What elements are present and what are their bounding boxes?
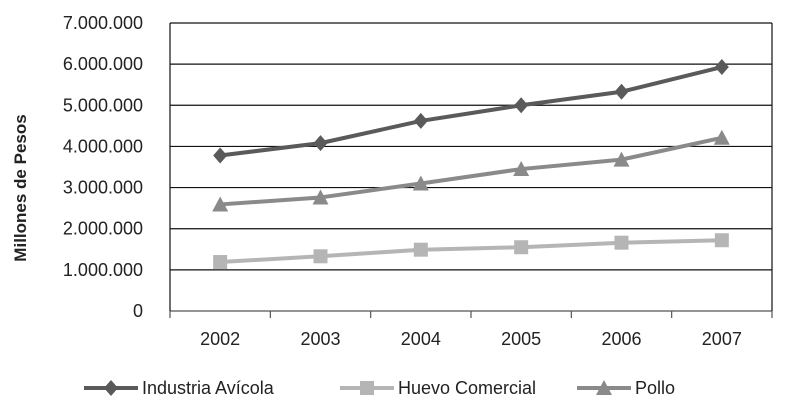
y-tick-label: 2.000.000: [63, 219, 143, 239]
series-lines: [212, 59, 730, 270]
y-tick-label: 7.000.000: [63, 13, 143, 33]
series-2: [213, 233, 729, 270]
data-point: [614, 235, 629, 250]
legend-label: Huevo Comercial: [398, 378, 536, 398]
x-tick-label: 2007: [702, 329, 742, 349]
data-point: [614, 83, 629, 100]
data-point: [513, 161, 530, 177]
legend-swatch-marker: [360, 381, 374, 395]
data-point: [613, 151, 630, 167]
y-tick-label: 0: [133, 301, 143, 321]
y-axis-label: Millones de Pesos: [11, 114, 30, 261]
legend-item: Pollo: [577, 378, 675, 398]
legend-label: Industria Avícola: [142, 378, 275, 398]
x-tick-label: 2004: [401, 329, 441, 349]
grid-lines: [169, 22, 773, 312]
x-tick-label: 2002: [200, 329, 240, 349]
data-point: [514, 240, 529, 255]
data-point: [212, 196, 229, 212]
legend-label: Pollo: [635, 378, 675, 398]
legend-item: Industria Avícola: [84, 378, 275, 398]
y-tick-label: 5.000.000: [63, 95, 143, 115]
series-3: [212, 129, 730, 212]
data-point: [413, 112, 428, 129]
y-tick-label: 3.000.000: [63, 178, 143, 198]
legend-item: Huevo Comercial: [340, 378, 536, 398]
legend-swatch-marker: [596, 380, 612, 395]
legend: Industria Avícola Huevo Comercial Pollo: [84, 378, 675, 398]
y-tick-label: 1.000.000: [63, 260, 143, 280]
x-tick-label: 2005: [501, 329, 541, 349]
data-point: [412, 175, 429, 191]
series-1: [213, 59, 729, 164]
data-point: [514, 97, 529, 114]
data-point: [713, 129, 730, 145]
x-tick-label: 2006: [601, 329, 641, 349]
data-point: [213, 147, 228, 164]
series-line: [219, 65, 723, 158]
data-point: [313, 249, 328, 264]
data-point: [313, 135, 328, 152]
data-point: [714, 59, 729, 76]
series-line: [220, 135, 723, 207]
x-axis-ticks: 2002 2003 2004 2005 2006 2007: [169, 311, 773, 349]
data-point: [213, 255, 228, 270]
data-point: [714, 233, 729, 248]
y-tick-label: 6.000.000: [63, 54, 143, 74]
series-line: [220, 238, 722, 265]
y-axis-ticks: 0 1.000.000 2.000.000 3.000.000 4.000.000 5.0…: [63, 13, 143, 321]
data-point: [413, 242, 428, 257]
legend-swatch-marker: [104, 380, 118, 396]
x-tick-label: 2003: [300, 329, 340, 349]
y-tick-label: 4.000.000: [63, 136, 143, 156]
data-point: [312, 189, 329, 205]
